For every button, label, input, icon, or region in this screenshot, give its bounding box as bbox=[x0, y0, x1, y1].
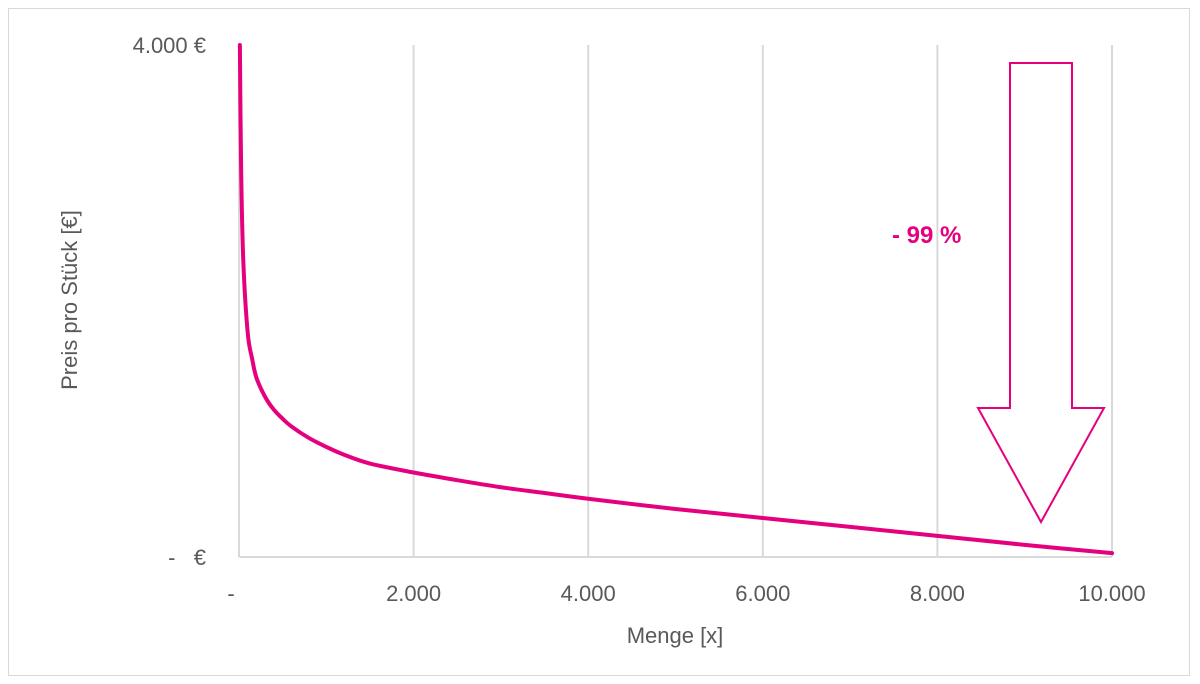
series-layer bbox=[237, 43, 1114, 556]
x-tick-label-2: 4.000 bbox=[561, 581, 616, 606]
x-tick-label-5: 10.000 bbox=[1078, 581, 1145, 606]
down-arrow-annotation bbox=[976, 62, 1106, 525]
x-tick-label-0: - bbox=[227, 581, 234, 606]
tick-labels: - 2.000 4.000 6.000 8.000 10.000 - € 4.000 € bbox=[133, 33, 1146, 606]
x-tick-label-1: 2.000 bbox=[386, 581, 441, 606]
y-axis-title: Preis pro Stück [€] bbox=[57, 210, 82, 390]
y-tick-label-0: - € bbox=[168, 545, 206, 570]
grid-lines bbox=[412, 45, 1113, 557]
series-line-0 bbox=[237, 43, 1114, 556]
chart-frame bbox=[8, 8, 1190, 676]
axes bbox=[238, 45, 1112, 558]
annotation-label: - 99 % bbox=[892, 222, 961, 249]
x-axis-title: Menge [x] bbox=[627, 623, 724, 648]
x-tick-label-3: 6.000 bbox=[735, 581, 790, 606]
y-tick-label-1: 4.000 € bbox=[133, 33, 206, 58]
x-tick-label-4: 8.000 bbox=[910, 581, 965, 606]
